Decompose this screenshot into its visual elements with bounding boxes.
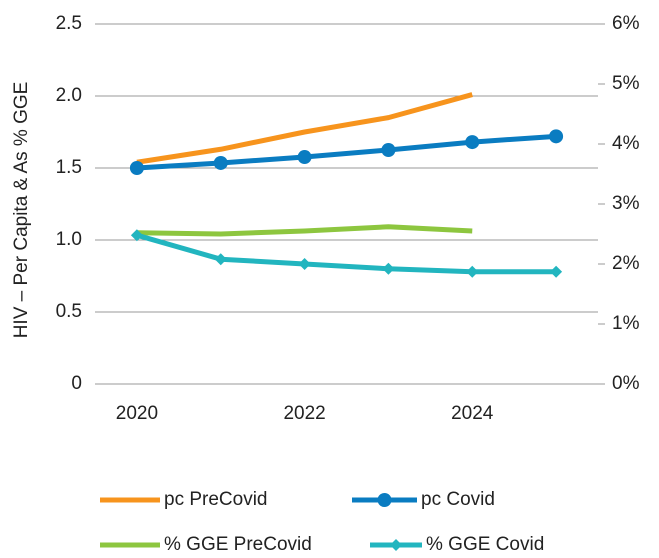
series-line (136, 232, 557, 275)
data-point (213, 155, 228, 170)
y2-tick-label: 3% (612, 193, 640, 214)
x-tick-label: 2024 (451, 403, 494, 424)
y-axis-title: HIV – Per Capita & As % GGE (11, 82, 32, 339)
y-tick-label: 1.0 (56, 229, 82, 250)
y-tick-label: 2.0 (56, 85, 82, 106)
data-point (549, 129, 564, 144)
y2-tick-label: 6% (612, 13, 640, 34)
y-tick-label: 0.5 (56, 301, 82, 322)
x-tick-label: 2020 (116, 403, 158, 424)
data-point (466, 265, 479, 278)
legend-label: % GGE PreCovid (164, 534, 312, 555)
x-tick-label: 2022 (283, 403, 325, 424)
data-point (381, 143, 396, 157)
y-tick-label: 1.5 (56, 157, 82, 178)
y-tick-label: 2.5 (56, 13, 82, 34)
y2-tick-label: 2% (612, 253, 640, 274)
y2-tick-label: 4% (612, 133, 640, 154)
y2-tick-label: 0% (612, 373, 640, 394)
series-line (136, 133, 557, 171)
data-point (550, 265, 563, 278)
data-point (130, 229, 143, 242)
y2-tick-label: 1% (612, 313, 640, 334)
data-point (382, 262, 395, 275)
legend-label: pc Covid (421, 489, 495, 510)
y2-tick-label: 5% (612, 73, 640, 94)
data-point (214, 253, 227, 266)
data-point (297, 150, 312, 165)
series-line (136, 224, 473, 237)
legend-marker (377, 493, 392, 507)
legend-label: pc PreCovid (164, 489, 268, 510)
data-point (129, 161, 144, 175)
series-line (136, 92, 473, 165)
legend-label: % GGE Covid (426, 534, 544, 555)
y-tick-label: 0 (71, 373, 82, 394)
legend-marker (390, 539, 402, 551)
data-point (298, 258, 311, 270)
data-point (465, 135, 480, 150)
